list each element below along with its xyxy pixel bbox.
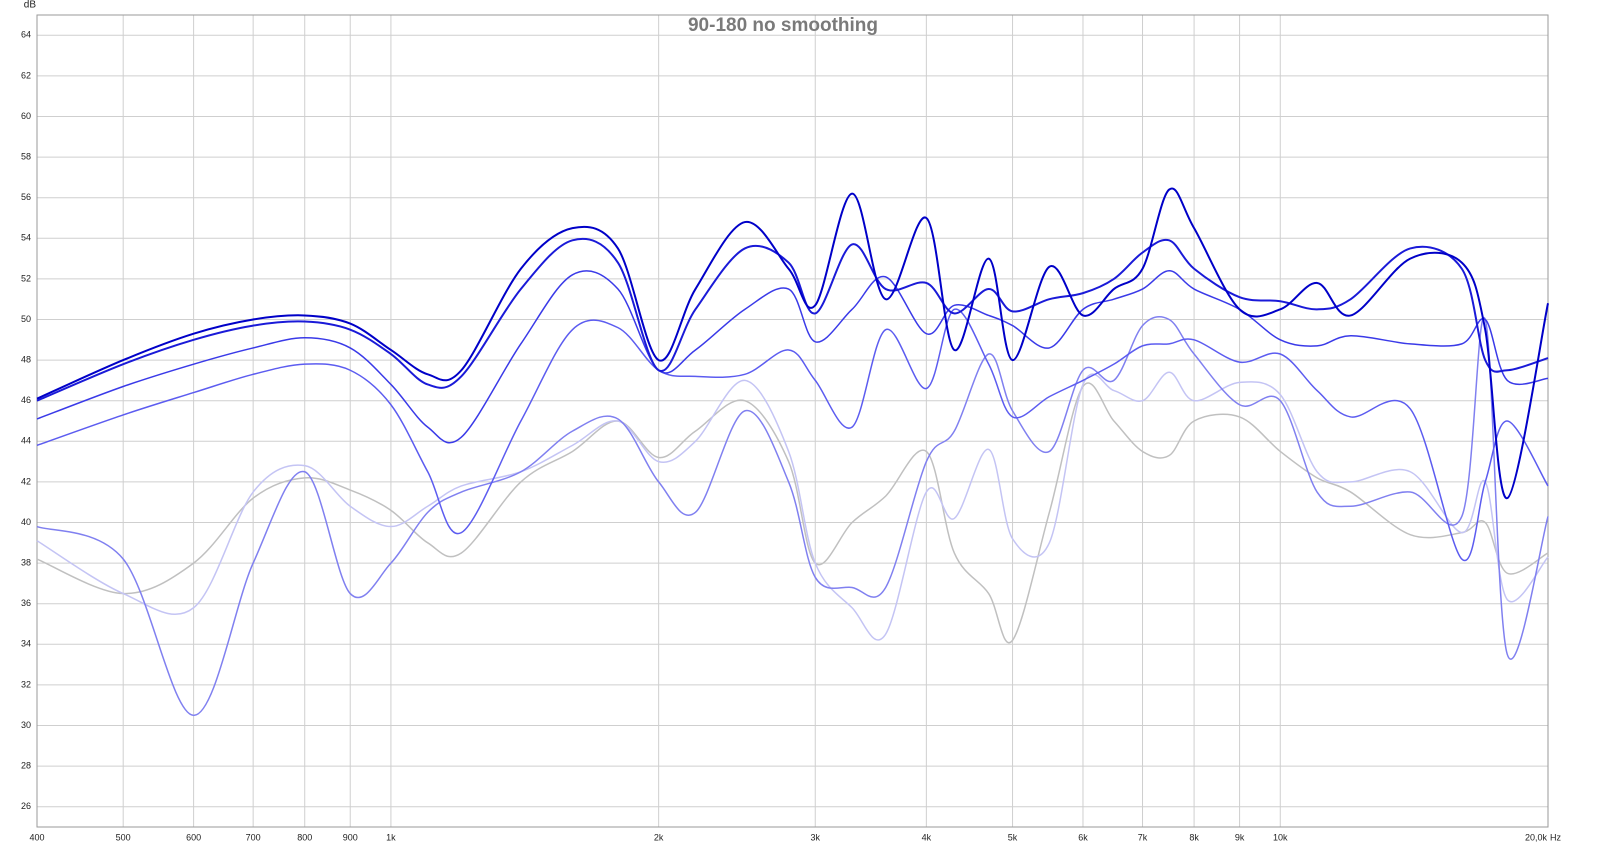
y-tick-label: 38: [21, 557, 31, 567]
y-tick-label: 42: [21, 476, 31, 486]
y-tick-label: 30: [21, 720, 31, 730]
x-tick-label: 5k: [1008, 832, 1018, 842]
y-tick-label: 28: [21, 760, 31, 770]
y-tick-label: 26: [21, 801, 31, 811]
x-tick-label: 6k: [1078, 832, 1088, 842]
response-curve: [36, 237, 1549, 402]
x-tick-label: 600: [186, 832, 201, 842]
x-tick-label: 8k: [1189, 832, 1199, 842]
y-tick-label: 32: [21, 679, 31, 689]
plot-area: [37, 15, 1548, 827]
y-tick-label: 56: [21, 192, 31, 202]
y-tick-label: 60: [21, 111, 31, 121]
y-axis-label: dB: [24, 0, 37, 11]
response-curve: [36, 270, 1549, 444]
x-tick-label: 700: [246, 832, 261, 842]
y-tick-label: 62: [21, 70, 31, 80]
response-curve: [36, 371, 1549, 641]
x-tick-label: 2k: [654, 832, 664, 842]
x-axis-label: Hz: [1550, 832, 1561, 842]
y-tick-label: 50: [21, 314, 31, 324]
x-tick-label: 9k: [1235, 832, 1245, 842]
x-tick-label: 800: [297, 832, 312, 842]
response-curve: [36, 308, 1549, 562]
y-tick-label: 46: [21, 395, 31, 405]
x-tick-label: 7k: [1138, 832, 1148, 842]
y-tick-label: 36: [21, 598, 31, 608]
x-tick-label: 4k: [922, 832, 932, 842]
x-tick-label: 500: [116, 832, 131, 842]
y-tick-label: 52: [21, 273, 31, 283]
response-curve: [36, 382, 1549, 644]
x-tick-label: 1k: [386, 832, 396, 842]
y-tick-label: 64: [21, 30, 31, 40]
y-tick-label: 48: [21, 354, 31, 364]
x-tick-label: 900: [343, 832, 358, 842]
response-curve: [36, 315, 1549, 717]
y-tick-label: 40: [21, 517, 31, 527]
plot-border: [36, 14, 1549, 828]
x-tick-label: 20,0k: [1525, 832, 1548, 842]
x-tick-label: 400: [29, 832, 44, 842]
y-tick-label: 44: [21, 436, 31, 446]
y-tick-label: 34: [21, 639, 31, 649]
chart-title: 90-180 no smoothing: [688, 15, 878, 36]
y-tick-label: 54: [21, 233, 31, 243]
response-curve: [36, 187, 1549, 500]
y-tick-label: 58: [21, 151, 31, 161]
x-tick-label: 3k: [810, 832, 820, 842]
x-tick-label: 10k: [1273, 832, 1288, 842]
